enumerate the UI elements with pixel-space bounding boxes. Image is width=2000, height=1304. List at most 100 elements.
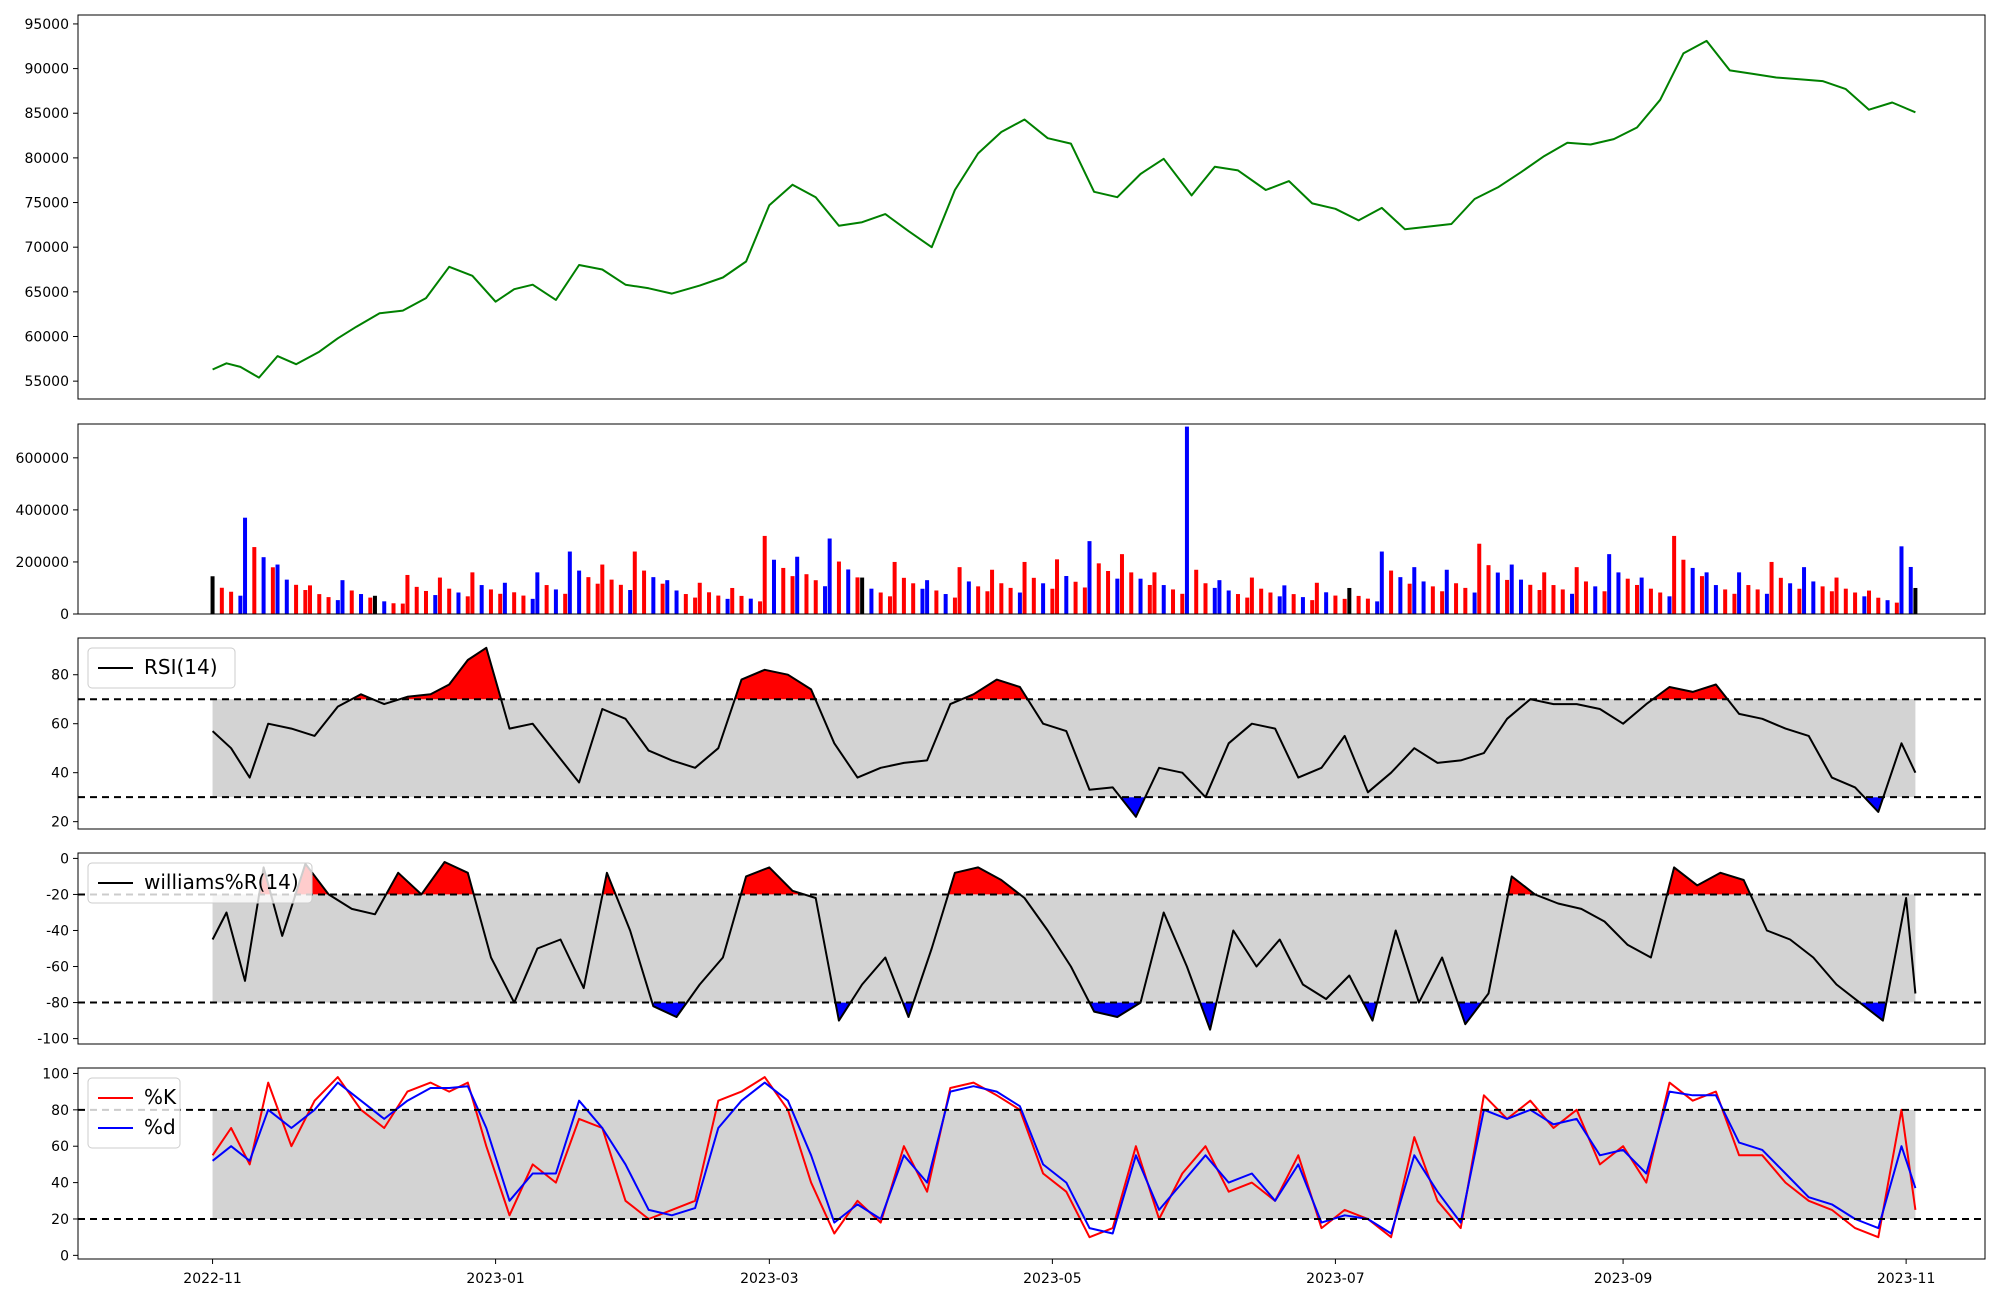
stoch-ytick-label-1: 20	[51, 1212, 69, 1228]
volume-bar	[512, 592, 517, 614]
volume-bar	[1017, 592, 1022, 614]
volume-bar	[1509, 564, 1514, 614]
williams-overbought-fill-8	[1667, 867, 1751, 895]
volume-bar	[1389, 570, 1394, 614]
x-tick-label-5: 2023-09	[1594, 1271, 1653, 1287]
volume-bar	[284, 579, 289, 614]
volume-bar	[252, 547, 257, 614]
volume-bar	[1699, 576, 1704, 614]
volume-bar	[1180, 593, 1185, 614]
williams-oversold-fill-3	[1089, 1002, 1141, 1017]
volume-bar	[1050, 588, 1055, 614]
volume-bar	[697, 582, 702, 614]
volume-bar	[326, 597, 331, 614]
stoch-ytick-label-0: 0	[60, 1248, 69, 1264]
x-tick-label-1: 2023-01	[466, 1271, 525, 1287]
volume-bar	[693, 597, 698, 614]
volume-bar	[1723, 589, 1728, 614]
volume-bar	[586, 577, 591, 614]
volume-ytick-label-2: 400000	[16, 503, 69, 519]
williams-line	[211, 861, 1917, 1031]
volume-bar	[934, 590, 939, 614]
volume-bar	[502, 582, 507, 614]
volume-bar	[400, 603, 405, 614]
volume-bar	[632, 551, 637, 614]
stoch-legend-box	[87, 1077, 181, 1149]
stoch-legend-label-1: %d	[144, 1115, 176, 1139]
volume-bar	[999, 583, 1004, 614]
volume-bar	[957, 567, 962, 614]
williams-ytick-label-5: 0	[60, 851, 69, 867]
volume-bar	[1454, 583, 1459, 614]
volume-bar	[952, 597, 957, 614]
volume-bar	[892, 561, 897, 614]
volume-bar	[1171, 589, 1176, 614]
volume-bar	[730, 587, 735, 614]
volume-bar	[317, 594, 322, 614]
volume-bar	[1407, 583, 1412, 614]
volume-bar	[966, 581, 971, 614]
volume-ytick-label-0: 0	[60, 607, 69, 623]
volume-bar	[470, 572, 475, 614]
panel-4-frame	[77, 1067, 1986, 1260]
volume-bar	[1811, 581, 1816, 614]
rsi-overbought-fill-3	[961, 679, 1028, 700]
volume-bar	[1583, 581, 1588, 614]
volume-bar	[1732, 593, 1737, 614]
volume-bar	[1570, 593, 1575, 614]
volume-bar	[1843, 588, 1848, 614]
price-ytick-label-1: 60000	[24, 329, 69, 345]
volume-bar	[423, 590, 428, 614]
volume-bar	[1528, 584, 1533, 614]
volume-bar	[391, 603, 396, 614]
volume-bar	[1602, 591, 1607, 614]
volume-bar	[1551, 585, 1556, 614]
volume-bar	[372, 595, 377, 614]
volume-bar	[1379, 551, 1384, 614]
volume-ytick-label-1: 200000	[16, 555, 69, 571]
stoch-ytick-label-4: 80	[51, 1103, 69, 1119]
volume-bar	[437, 577, 442, 614]
volume-bar	[563, 593, 568, 614]
volume-bar	[1031, 577, 1036, 614]
volume-bar	[1161, 585, 1166, 614]
volume-bar	[1008, 587, 1013, 614]
williams-ytick-label-1: -80	[46, 996, 69, 1012]
volume-bar	[294, 584, 299, 614]
price-ytick-label-7: 90000	[24, 62, 69, 78]
x-tick-label-6: 2023-11	[1877, 1271, 1936, 1287]
volume-bar	[869, 588, 874, 614]
volume-bar	[795, 556, 800, 614]
volume-bar	[758, 601, 763, 614]
volume-bar	[1797, 588, 1802, 614]
volume-bar	[1899, 546, 1904, 614]
price-ytick-label-0: 55000	[24, 374, 69, 390]
volume-bar	[1282, 585, 1287, 614]
williams-oversold-fill-5	[1363, 1002, 1378, 1021]
williams-overbought-fill-3	[421, 862, 474, 895]
volume-bar	[1147, 584, 1152, 614]
rsi-legend-box	[87, 647, 236, 689]
panel-2-frame	[77, 637, 1986, 830]
volume-bar	[1690, 567, 1695, 614]
williams-legend-box	[87, 862, 313, 904]
volume-bar	[1333, 595, 1338, 614]
stoch-ytick-label-2: 40	[51, 1176, 69, 1192]
volume-bar	[1440, 591, 1445, 614]
williams-ytick-label-0: -100	[37, 1032, 69, 1048]
volume-bar	[414, 586, 419, 614]
williams-oversold-fill-4	[1200, 1002, 1217, 1030]
volume-bar	[1347, 587, 1352, 614]
volume-bar	[1658, 592, 1663, 614]
volume-bar	[275, 564, 280, 614]
volume-bar	[433, 595, 438, 614]
volume-bar	[1375, 601, 1380, 614]
stoch-neutral-band	[212, 1109, 1916, 1219]
rsi-ytick-label-1: 40	[51, 766, 69, 782]
volume-bar	[1894, 602, 1899, 614]
williams-legend-label-0: williams%R(14)	[144, 870, 299, 894]
volume-bar	[1444, 569, 1449, 614]
volume-bar	[1291, 594, 1296, 614]
williams-ytick-label-4: -20	[46, 887, 69, 903]
volume-bar	[804, 574, 809, 614]
